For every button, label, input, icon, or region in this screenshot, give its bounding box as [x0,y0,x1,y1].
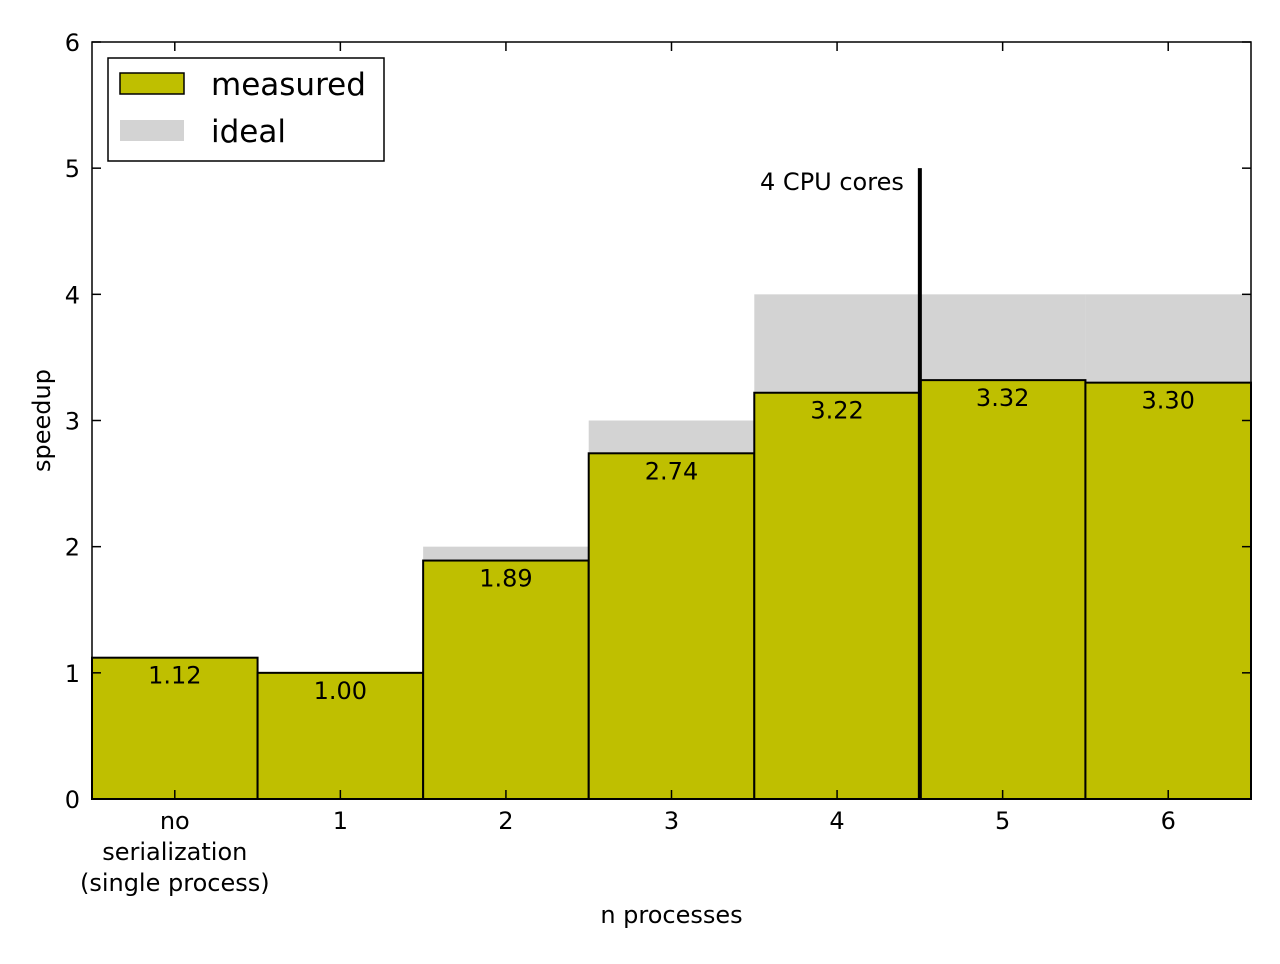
measured-bar [918,379,1087,800]
legend-swatch-measured [119,72,185,95]
y-tick-label: 5 [65,155,80,183]
x-tick-label-line: 3 [664,807,679,835]
y-tick-label: 3 [65,408,80,436]
x-tick-label: 3 [664,807,679,835]
x-tick-label-line: 5 [995,807,1010,835]
measured-bar [1084,381,1253,800]
bar-value-label: 3.22 [810,397,863,425]
x-tick-label-line: 1 [333,807,348,835]
legend-label-measured: measured [211,67,366,103]
x-axis-ticks: no serialization (single process) 1 2 3 4 5 6 [80,42,1176,897]
measured-bars-layer: 1.12 1.00 1.89 2.74 3.22 3.32 3.30 [91,379,1253,801]
measured-bar [422,559,590,800]
y-tick-label: 4 [65,281,80,309]
x-tick-label: no serialization (single process) [80,807,270,897]
x-tick-label-line: no [160,807,190,835]
y-tick-label: 1 [65,660,80,688]
y-tick-label: 2 [65,534,80,562]
x-tick-label-line: 4 [829,807,844,835]
x-tick-label-line: 2 [498,807,513,835]
bar-value-label: 1.89 [479,565,532,593]
measured-bar [587,452,756,800]
x-tick-label-line: (single process) [80,869,270,897]
bar-value-label: 3.30 [1141,387,1194,415]
bar-value-label: 1.12 [148,662,201,690]
bar-value-label: 1.00 [314,677,367,705]
bar-value-label: 3.32 [976,384,1029,412]
x-tick-label: 2 [498,807,513,835]
bar-value-label: 2.74 [645,457,698,485]
x-tick-label: 5 [995,807,1010,835]
measured-bar [753,391,921,800]
y-axis-ticks: 0 1 2 3 4 5 6 [65,29,1251,814]
x-tick-label: 1 [333,807,348,835]
x-tick-label-line: serialization [102,838,247,866]
x-axis-label: n processes [600,901,742,929]
x-tick-label-line: 6 [1161,807,1176,835]
legend-swatch-ideal [120,120,184,141]
legend-label-ideal: ideal [211,114,286,150]
cpu-cores-annotation: 4 CPU cores [760,168,904,196]
y-tick-label: 0 [65,786,80,814]
annotation-layer: 4 CPU cores [760,168,922,799]
legend: measured ideal [107,57,385,162]
y-tick-label: 6 [65,29,80,57]
measured-bar [256,671,425,800]
y-axis-label: speedup [28,369,56,472]
x-tick-label: 6 [1161,807,1176,835]
x-tick-label: 4 [829,807,844,835]
